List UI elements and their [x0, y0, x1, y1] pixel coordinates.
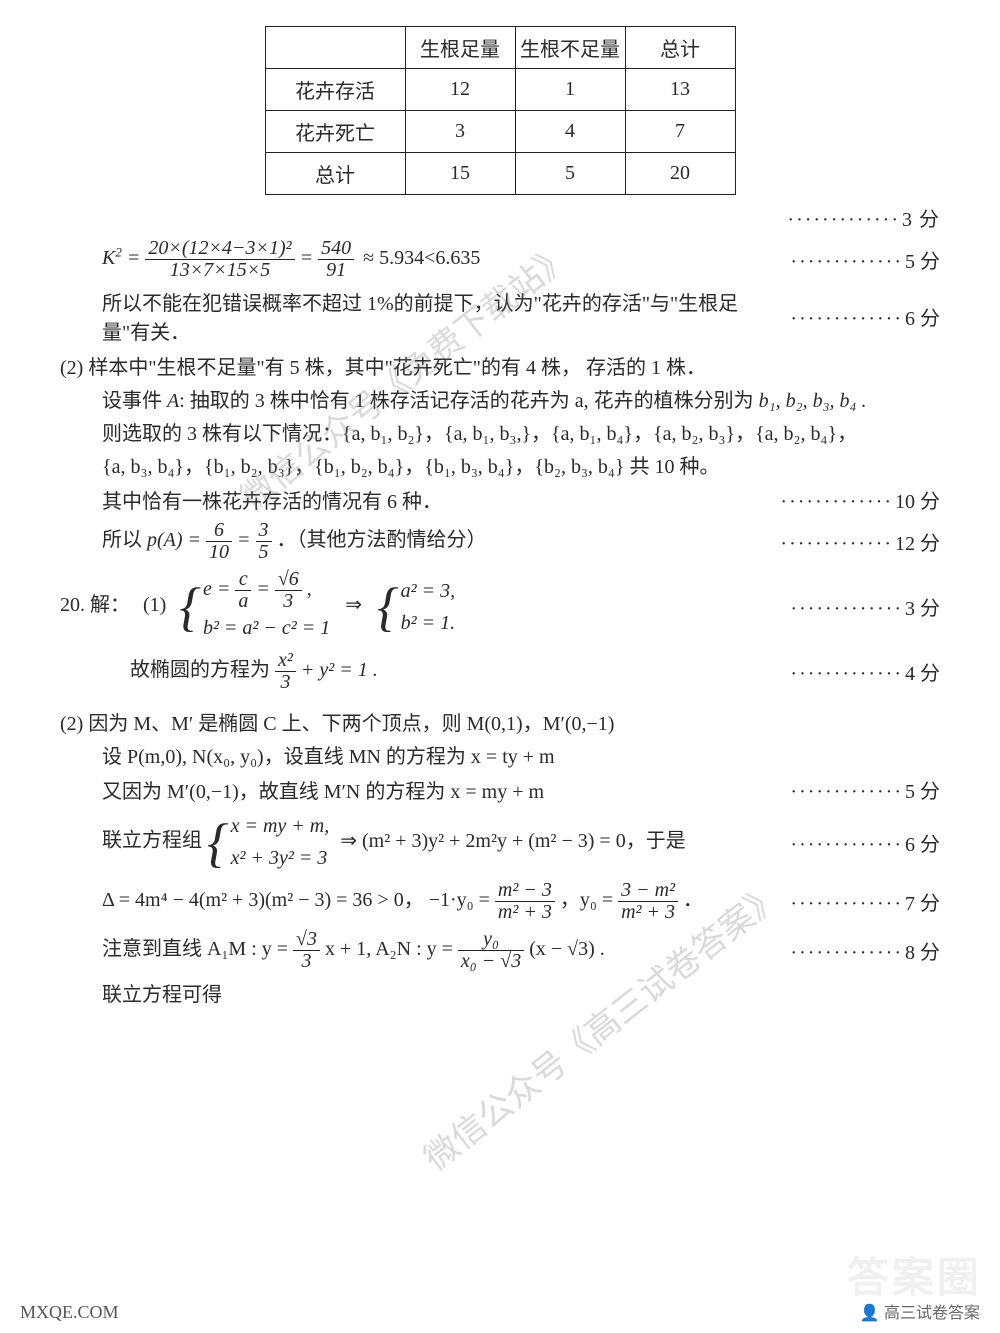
q20-part1: 20. 解： (1) { e = ca = √63 , b² = a² − c²… — [60, 569, 780, 644]
table-row: 总计 15 5 20 — [265, 153, 735, 195]
th-root-notenough: 生根不足量 — [515, 27, 625, 69]
footer-right: 👤 高三试卷答案 — [860, 1299, 980, 1323]
score-8: 8 分 — [780, 936, 940, 965]
cell: 总计 — [265, 153, 405, 195]
score-12: 12 分 — [770, 527, 940, 556]
th-root-enough: 生根足量 — [405, 27, 515, 69]
cell: 5 — [515, 153, 625, 195]
cell: 20 — [625, 153, 735, 195]
note-lines: 注意到直线 A₁M : y = √33 x + 1, A₂N : y = y₀x… — [60, 929, 780, 972]
cell: 15 — [405, 153, 515, 195]
score-6: 6 分 — [780, 302, 940, 331]
prob-A: 所以 p(A) = 610 = 35 ．（其他方法酌情给分） — [60, 520, 770, 563]
score-4: 4 分 — [780, 657, 940, 686]
contingency-table: 生根足量 生根不足量 总计 花卉存活 12 1 13 花卉死亡 3 4 7 总计… — [265, 26, 736, 195]
score-3: 3 分 — [60, 203, 940, 232]
ghost-text: 答案圈 — [847, 1244, 982, 1305]
cell: 花卉死亡 — [265, 111, 405, 153]
table-row: 花卉死亡 3 4 7 — [265, 111, 735, 153]
cell: 3 — [405, 111, 515, 153]
ellipse-eq: 故椭圆的方程为 x²3 + y² = 1 . — [60, 650, 780, 693]
score-7: 7 分 — [780, 887, 940, 916]
score-5b: 5 分 — [780, 775, 940, 804]
table-row: 花卉存活 12 1 13 — [265, 69, 735, 111]
delta-line: Δ = 4m⁴ − 4(m² + 3)(m² − 3) = 36 > 0， −1… — [60, 880, 780, 923]
event-def: 设事件 A: 抽取的 3 株中恰有 1 株存活记存活的花卉为 a, 花卉的植株分… — [60, 384, 940, 413]
score-3b: 3 分 — [780, 592, 940, 621]
th-total: 总计 — [625, 27, 735, 69]
q20-2c: 又因为 M′(0,−1)，故直线 M′N 的方程为 x = my + m — [60, 775, 780, 804]
q20-2a: (2) 因为 M、M′ 是椭圆 C 上、下两个顶点，则 M(0,1)，M′(0,… — [60, 707, 940, 736]
score-5: 5 分 — [780, 245, 940, 274]
conclusion-1: 所以不能在犯错误概率不超过 1%的前提下，认为"花卉的存活"与"生根足量"有关． — [60, 287, 780, 345]
score-10: 10 分 — [770, 485, 940, 514]
score-6b: 6 分 — [780, 828, 940, 857]
cell: 1 — [515, 69, 625, 111]
k-squared-eq: K2 = 20×(12×4−3×1)² 13×7×15×5 = 540 91 ≈… — [60, 238, 780, 281]
last-line: 联立方程可得 — [60, 978, 940, 1007]
q20-2b: 设 P(m,0), N(x₀, y₀)，设直线 MN 的方程为 x = ty +… — [60, 740, 940, 769]
cell: 花卉存活 — [265, 69, 405, 111]
combo-line1: 则选取的 3 株有以下情况：{a, b₁, b₂}，{a, b₁, b₃,}，{… — [60, 417, 940, 446]
cell: 4 — [515, 111, 625, 153]
cell: 12 — [405, 69, 515, 111]
part2-sample: (2) 样本中"生根不足量"有 5 株，其中"花卉死亡"的有 4 株， 存活的 … — [60, 351, 940, 380]
combo-line2: {a, b₃, b₄}，{b₁, b₂, b₃}，{b₁, b₂, b₄}，{b… — [60, 450, 940, 479]
cell: 7 — [625, 111, 735, 153]
q20-2d: 联立方程组 { x = my + m, x² + 3y² = 3 ⇒ (m² +… — [60, 810, 780, 874]
cell: 13 — [625, 69, 735, 111]
six-cases: 其中恰有一株花卉存活的情况有 6 种． — [60, 485, 770, 514]
th-blank — [265, 27, 405, 69]
footer-left: MXQE.COM — [20, 1302, 119, 1323]
